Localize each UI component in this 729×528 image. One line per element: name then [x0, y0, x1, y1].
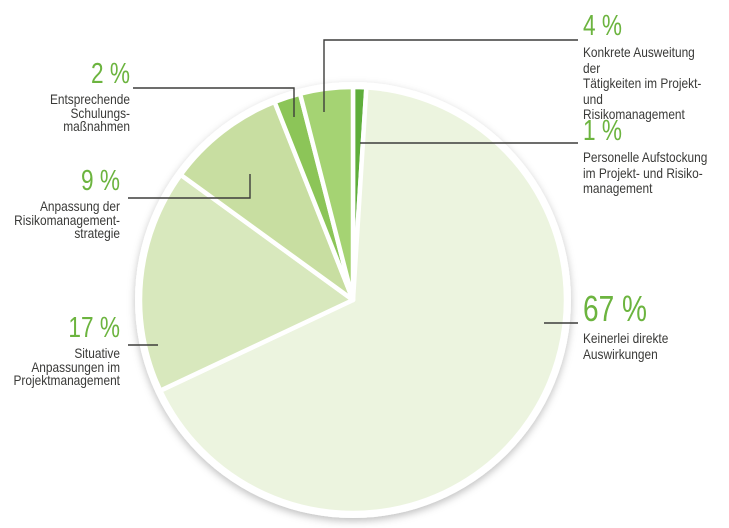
pie-slice-17pct: [137, 172, 356, 393]
pct-value-1pct: 1 %: [583, 115, 622, 147]
pct-desc-1pct: Personelle Aufstockung im Projekt- und R…: [583, 149, 708, 196]
pct-value-9pct: 9 %: [81, 165, 120, 197]
pct-value-17pct: 17 %: [68, 312, 120, 344]
callout-1pct: 1 % Personelle Aufstockung im Projekt- u…: [583, 115, 729, 197]
callout-17pct: 17 % Situative Anpassungen im Projektman…: [0, 312, 120, 388]
pct-desc-67pct: Keinerlei direkte Auswirkungen: [583, 330, 669, 362]
pct-value-2pct: 2 %: [91, 58, 130, 90]
callout-4pct: 4 % Konkrete Ausweitung der Tätigkeiten …: [583, 10, 729, 123]
leader-line-4pct: [323, 39, 578, 112]
pct-desc-17pct: Situative Anpassungen im Projektmanageme…: [13, 345, 120, 388]
callout-2pct: 2 % Entsprechende Schulungs- maßnahmen: [0, 58, 130, 134]
pct-value-4pct: 4 %: [583, 10, 622, 42]
callout-9pct: 9 % Anpassung der Risikomanagement- stra…: [0, 165, 120, 241]
pct-value-67pct: 67 %: [583, 288, 648, 329]
pie-slice-9pct: [178, 99, 356, 303]
pct-desc-2pct: Entsprechende Schulungs- maßnahmen: [49, 91, 130, 134]
callout-67pct: 67 % Keinerlei direkte Auswirkungen: [583, 290, 729, 362]
pie-slice-67pct: [158, 85, 569, 516]
leader-line-2pct: [133, 87, 295, 117]
pie-slice-4pct: [297, 84, 356, 303]
pct-desc-9pct: Anpassung der Risikomanagement- strategi…: [14, 198, 120, 241]
pct-desc-4pct: Konkrete Ausweitung der Tätigkeiten im P…: [583, 44, 702, 122]
leader-line-9pct: [128, 174, 251, 199]
